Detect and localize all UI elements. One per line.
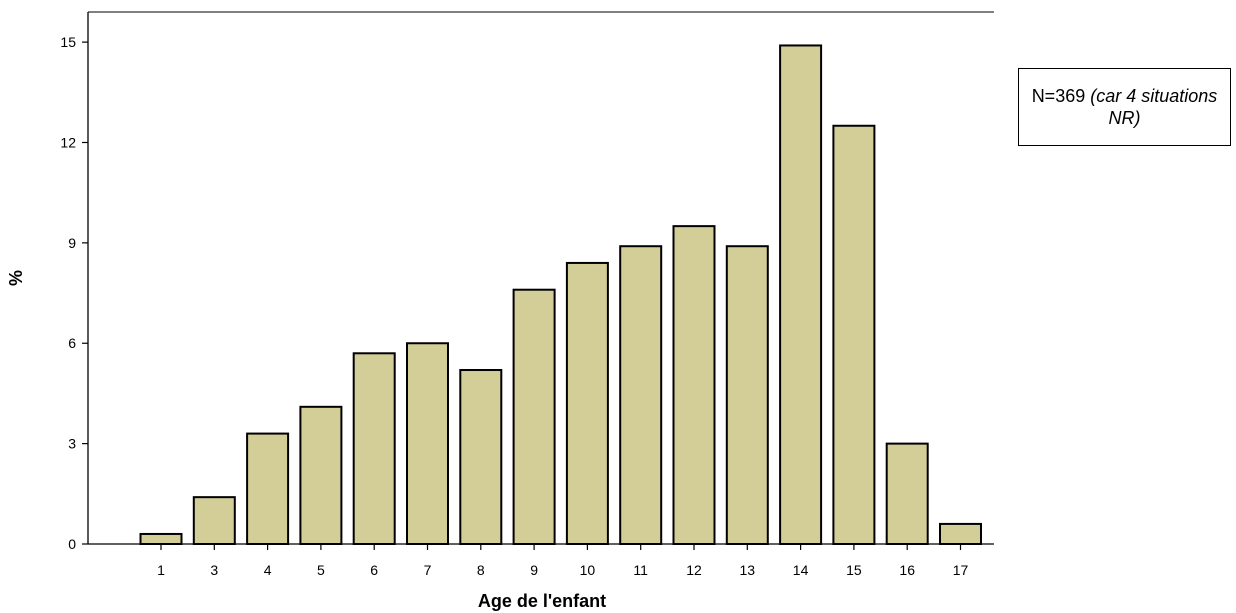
x-tick-label: 8: [477, 562, 485, 578]
x-tick-label: 11: [633, 562, 648, 578]
x-axis-ticks: 1 3 4 5 6 7 8 9 10 11 12 13 14 15 16 17: [157, 544, 968, 578]
bar-age-8: [459, 369, 503, 545]
x-tick-label: 3: [210, 562, 218, 578]
y-tick-label: 3: [68, 436, 76, 452]
x-tick-label: 4: [264, 562, 272, 578]
x-tick-label: 6: [370, 562, 378, 578]
y-tick-label: 9: [68, 235, 76, 251]
bar-age-4: [246, 432, 290, 545]
y-tick-label: 12: [60, 134, 76, 150]
x-tick-label: 1: [157, 562, 165, 578]
bar-age-9: [512, 288, 556, 545]
bars-group: [139, 44, 982, 546]
x-tick-label: 16: [899, 562, 915, 578]
bar-age-11: [619, 245, 663, 545]
x-tick-label: 13: [740, 562, 756, 578]
bar-age-5: [299, 405, 343, 545]
bar-age-3: [192, 496, 236, 545]
y-axis-title: %: [6, 270, 26, 286]
x-tick-label: 15: [846, 562, 862, 578]
sample-size-remark: (car 4 situations NR): [1090, 86, 1218, 128]
bar-age-1: [139, 532, 183, 546]
y-axis-ticks: 0 3 6 9 12 15: [60, 34, 88, 552]
x-axis-title: Age de l'enfant: [478, 591, 606, 611]
bar-age-10: [565, 261, 609, 545]
x-tick-label: 5: [317, 562, 325, 578]
x-tick-label: 10: [580, 562, 596, 578]
bar-age-15: [832, 124, 876, 545]
bar-age-16: [885, 442, 929, 546]
sample-size-text: N=369: [1031, 86, 1086, 106]
x-tick-label: 17: [953, 562, 969, 578]
y-tick-label: 6: [68, 335, 76, 351]
bar-age-12: [672, 225, 716, 545]
x-tick-label: 9: [530, 562, 538, 578]
x-tick-label: 12: [686, 562, 702, 578]
x-tick-label: 7: [424, 562, 432, 578]
bar-age-6: [352, 352, 396, 545]
bar-age-17: [939, 522, 982, 545]
x-tick-label: 14: [793, 562, 809, 578]
bar-age-13: [725, 245, 769, 545]
y-tick-label: 15: [60, 34, 76, 50]
bar-age-14: [779, 44, 823, 546]
y-tick-label: 0: [68, 536, 76, 552]
bar-age-7: [406, 342, 449, 545]
sample-size-note: N=369 (car 4 situations NR): [1018, 68, 1231, 146]
